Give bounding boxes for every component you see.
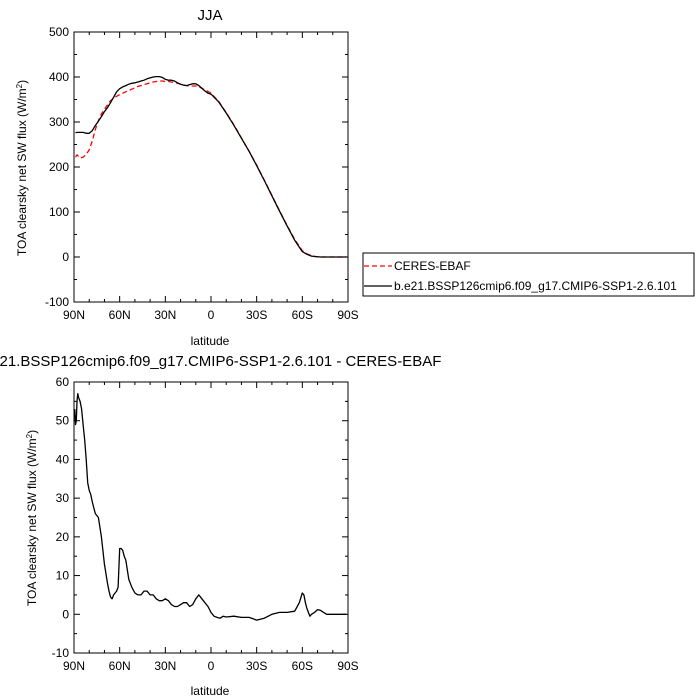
x-tick-label: 30S xyxy=(246,308,267,322)
series-line-model xyxy=(75,75,347,258)
x-tick-label: 90N xyxy=(63,659,85,673)
plot-area: 90N 60N 30N 0 30S 60S 90S -100 0 100 200 300 400 500 xyxy=(45,25,359,322)
y-tick-label: 0 xyxy=(62,250,69,264)
x-tick-label: 60S xyxy=(292,308,313,322)
y-tick-label: 0 xyxy=(62,607,69,621)
y-tick-label: 20 xyxy=(56,530,70,544)
series-line-ceres xyxy=(74,80,347,258)
y-tick-label: 30 xyxy=(56,491,70,505)
plot-area: 90N 60N 30N 0 30S 60S 90S -10 0 10 20 30 40 50 60 xyxy=(52,375,359,673)
x-tick-label: 60N xyxy=(109,659,131,673)
y-tick-label: -10 xyxy=(52,646,70,660)
y-tick-label: 50 xyxy=(56,414,70,428)
y-axis-label: TOA clearsky net SW flux (W/m2) xyxy=(15,80,29,256)
x-tick-label: 0 xyxy=(208,659,215,673)
y-tick-label: 300 xyxy=(49,115,69,129)
y-tick-label: 100 xyxy=(49,205,69,219)
x-tick-label: 30S xyxy=(246,659,267,673)
legend: CERES-EBAF b.e21.BSSP126cmip6.f09_g17.CM… xyxy=(362,252,695,297)
y-tick-label: 500 xyxy=(49,25,69,39)
chart-title: JJA xyxy=(197,7,222,24)
x-tick-label: 0 xyxy=(208,308,215,322)
plot-frame xyxy=(73,31,349,303)
x-tick-label: 60S xyxy=(292,659,313,673)
y-tick-label: 400 xyxy=(49,70,69,84)
y-tick-label: 200 xyxy=(49,160,69,174)
x-axis-label: latitude xyxy=(191,684,230,698)
x-tick-label: 30N xyxy=(154,308,176,322)
y-axis-label: TOA clearsky net SW flux (W/m2) xyxy=(25,430,39,606)
x-tick-label: 60N xyxy=(109,308,131,322)
y-tick-label: 40 xyxy=(56,452,70,466)
x-tick-label: 30N xyxy=(154,659,176,673)
x-tick-label: 90N xyxy=(63,308,85,322)
top-panel: JJA 90N 60N 30N 0 30S 60S 90S -100 0 100 200 300 400… xyxy=(15,7,695,348)
x-tick-label: 90S xyxy=(337,308,358,322)
series-line-difference xyxy=(74,392,347,621)
y-tick-label: -100 xyxy=(45,295,69,309)
chart-title: b.e21.BSSP126cmip6.f09_g17.CMIP6-SSP1-2.… xyxy=(0,353,441,370)
bottom-panel: b.e21.BSSP126cmip6.f09_g17.CMIP6-SSP1-2.… xyxy=(0,353,441,698)
y-tick-label: 10 xyxy=(56,569,70,583)
legend-label-ceres: CERES-EBAF xyxy=(394,259,471,273)
x-axis-label: latitude xyxy=(191,334,230,348)
legend-box xyxy=(362,252,695,297)
legend-label-model: b.e21.BSSP126cmip6.f09_g17.CMIP6-SSP1-2.… xyxy=(394,279,677,293)
x-tick-label: 90S xyxy=(337,659,358,673)
y-tick-label: 60 xyxy=(56,375,70,389)
